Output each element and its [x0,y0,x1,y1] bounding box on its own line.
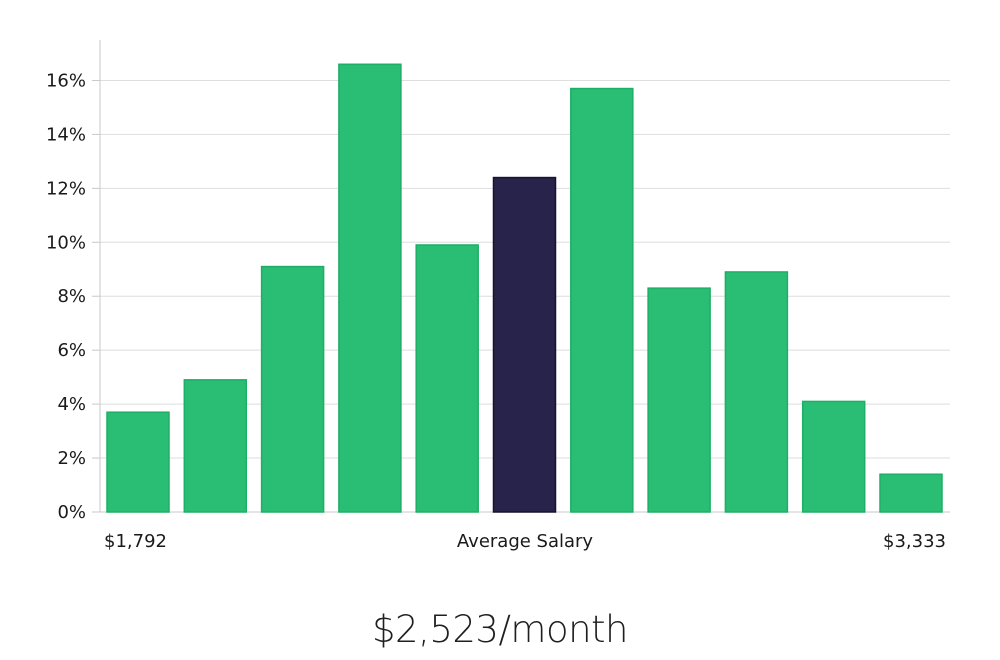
bar [879,473,943,513]
salary-distribution-chart: 0% 2% 4% 6% 8% 10% 12% 14% 16% $1,792 Average Sa… [46,40,950,552]
average-salary-value: $2,523/month [371,608,629,651]
y-tick-label: 8% [57,286,86,307]
bar [801,400,866,513]
bar [106,411,170,513]
bar [338,63,402,513]
x-label-max: $3,333 [883,531,946,552]
x-label-min: $1,792 [104,531,167,552]
x-label-average: Average Salary [457,531,594,552]
bar [260,265,325,513]
y-tick-label: 4% [57,394,86,415]
bar [183,379,248,513]
y-tick-label: 10% [46,232,86,253]
bar [415,244,479,513]
bar [647,287,711,513]
y-axis-tick-labels: 0% 2% 4% 6% 8% 10% 12% 14% 16% [46,70,100,523]
y-tick-label: 0% [57,502,86,523]
y-tick-label: 2% [57,448,86,469]
bar-average-salary [492,176,557,513]
y-tick-label: 12% [46,178,86,199]
bar [724,271,789,513]
y-tick-label: 14% [46,124,86,145]
y-tick-label: 6% [57,340,86,361]
bars [106,63,943,513]
bar [570,87,634,513]
y-tick-label: 16% [46,70,86,91]
